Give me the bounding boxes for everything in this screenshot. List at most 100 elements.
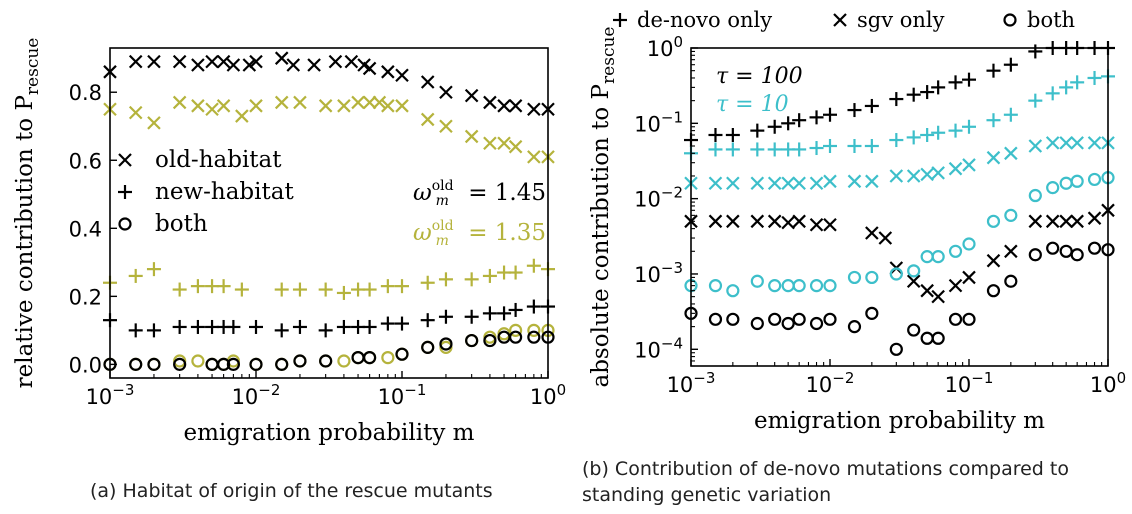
b-point-s5-5 (781, 316, 795, 331)
a-point-s1-3 (172, 95, 187, 110)
b-point-s4-7 (809, 279, 824, 293)
a-point-s5-10 (319, 354, 333, 368)
caption-b: (b) Contribution of de-novo mutations co… (582, 458, 1069, 506)
a-point-s4-22 (509, 323, 523, 337)
a-point-s5-17 (483, 333, 497, 348)
a-point-s1-20 (464, 129, 479, 144)
a-point-s3-10 (292, 319, 307, 334)
b-point-s0-3 (750, 123, 765, 138)
a-point-s1-19 (439, 119, 453, 134)
b-point-s5-17 (986, 284, 1001, 298)
b-point-s5-14 (931, 331, 945, 345)
b-point-s5-16 (962, 312, 976, 326)
a-point-s0-18 (395, 68, 409, 82)
a-ylabel: relative contribution to Prescue (12, 38, 43, 389)
b-point-s0-7 (809, 110, 824, 125)
a-legend-marker-2 (118, 217, 132, 231)
a-point-s2-6 (216, 279, 231, 294)
b-point-s5-21 (1059, 244, 1073, 258)
b-point-s1-8 (823, 138, 837, 153)
a-point-s1-10 (293, 95, 307, 110)
b-point-s1-2 (725, 142, 740, 157)
a-point-s5-14 (421, 340, 435, 354)
a-point-s0-4 (191, 58, 205, 72)
b-point-s4-1 (708, 279, 723, 293)
panel-b-chart: 10−3 10−2 10−1 100 10−4 10−3 10−2 10−1 100 emigra… (588, 8, 1126, 434)
a-point-s1-18 (420, 112, 435, 127)
a-ytick-label-3: 0.6 (69, 149, 102, 173)
b-point-s4-18 (1004, 208, 1018, 222)
a-xlabel: emigration probability m (184, 420, 475, 446)
b-point-s4-19 (1028, 188, 1042, 203)
b-point-s3-1 (708, 214, 723, 229)
a-point-s0-5 (205, 54, 219, 69)
a-point-s1-2 (147, 116, 161, 130)
b-point-s2-18 (1004, 146, 1018, 161)
b-point-s5-7 (809, 316, 824, 331)
a-point-s2-17 (438, 272, 453, 287)
b-point-s3-17 (986, 253, 1001, 268)
b-point-s4-11 (889, 267, 903, 281)
b-point-s1-20 (1045, 86, 1060, 101)
b-point-s4-15 (948, 244, 963, 258)
b-point-s3-18 (1004, 244, 1018, 259)
a-point-s3-23 (526, 299, 541, 314)
b-point-s4-20 (1046, 181, 1060, 195)
a-point-s2-8 (274, 282, 289, 297)
a-point-s1-21 (483, 136, 497, 151)
b-point-s3-19 (1028, 214, 1043, 229)
a-point-s2-19 (482, 268, 497, 283)
b-point-s5-6 (792, 312, 806, 326)
a-point-s4-15 (381, 350, 395, 365)
a-point-s0-13 (328, 54, 343, 69)
b-point-s4-5 (781, 279, 795, 293)
a-frame (109, 47, 549, 379)
a-point-s0-17 (381, 65, 395, 79)
b-point-s0-19 (1028, 44, 1043, 59)
a-point-s4-12 (337, 354, 351, 368)
b-point-s5-2 (726, 312, 740, 326)
a-ytick-label-1: 0.2 (69, 285, 102, 309)
a-annotation-0: ωold m = 1.45 (413, 178, 546, 209)
a-point-s2-22 (526, 258, 541, 273)
a-point-s3-2 (146, 323, 161, 338)
b-legend-marker-0 (613, 13, 627, 27)
b-point-s0-16 (962, 72, 976, 87)
panel-a-chart: 10−3 10−2 10−1 100 0.0 0.2 0.4 0.6 0.8 emigration… (12, 38, 566, 446)
b-point-s1-4 (767, 142, 782, 157)
b-point-s2-4 (767, 176, 782, 191)
a-point-s0-14 (344, 54, 359, 69)
a-point-s3-16 (395, 316, 409, 331)
b-ylabel: absolute contribution to Prescue (588, 27, 619, 388)
b-point-s3-20 (1045, 214, 1060, 229)
a-legend: old-habitat new-habitat both (118, 147, 294, 237)
b-point-s0-10 (864, 98, 879, 113)
a-point-s3-15 (380, 316, 395, 331)
a-legend-label-0: old-habitat (155, 147, 282, 173)
a-point-s3-17 (420, 313, 435, 328)
b-point-s4-2 (726, 284, 740, 298)
a-point-s1-6 (216, 99, 231, 113)
a-point-s5-3 (173, 357, 187, 371)
a-point-s2-14 (380, 279, 395, 294)
b-point-s1-1 (708, 142, 723, 157)
a-point-s1-8 (249, 99, 263, 113)
b-point-s2-5 (781, 176, 795, 191)
a-point-s5-1 (129, 357, 143, 371)
b-legend-marker-1 (833, 13, 847, 27)
a-point-s0-2 (147, 54, 161, 69)
b-legend-label-1: sgv only (857, 8, 945, 32)
b-annotation-1: τ = 10 (716, 92, 789, 117)
b-point-s1-14 (931, 125, 946, 140)
a-xtick-label-3: 100 (530, 381, 566, 409)
b-point-s3-3 (750, 214, 765, 229)
a-point-s5-2 (147, 357, 161, 371)
b-point-s5-9 (847, 320, 862, 334)
a-xtick-label-0: 10−3 (86, 381, 135, 409)
b-point-s0-5 (781, 116, 796, 131)
a-point-s1-7 (235, 109, 249, 123)
a-point-s0-21 (464, 88, 479, 103)
b-point-s4-23 (1087, 172, 1102, 187)
b-xtick-label-1: 10−2 (806, 369, 855, 397)
a-point-s5-9 (293, 354, 307, 368)
